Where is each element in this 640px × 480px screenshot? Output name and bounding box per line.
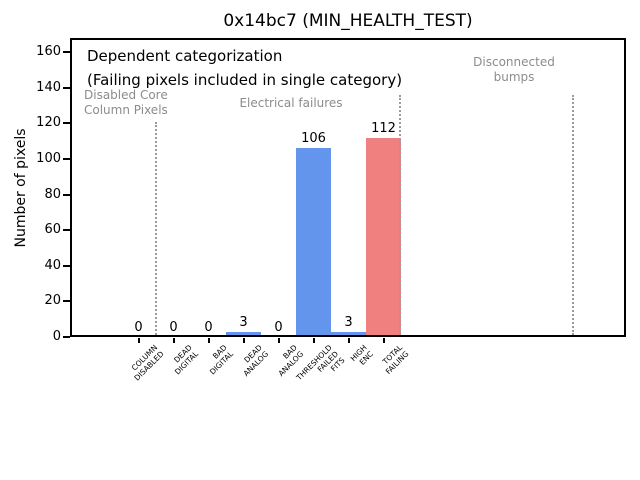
x-tick-label-dead-analog: DEAD ANALOG <box>241 343 271 379</box>
x-tick-mark <box>382 338 385 343</box>
x-tick-label-total-failing: TOTAL FAILING <box>380 343 411 377</box>
x-tick-mark <box>347 338 350 343</box>
y-tick-label: 80 <box>44 186 61 202</box>
bar-value-label: 0 <box>134 320 143 335</box>
separator-line <box>399 95 401 335</box>
y-tick-label: 0 <box>52 329 61 344</box>
y-tick-mark <box>63 264 70 267</box>
x-tick-label-threshold-failed-fits: THRESHOLD FAILED FITS <box>294 343 347 383</box>
bar-value-label: 112 <box>371 120 396 136</box>
y-tick-label: 120 <box>36 115 61 131</box>
x-tick-mark <box>172 338 175 343</box>
y-tick-mark <box>63 193 70 196</box>
y-tick-label: 60 <box>44 222 61 238</box>
y-tick-label: 40 <box>44 257 61 273</box>
bar-value-label: 3 <box>239 314 248 330</box>
y-tick-mark <box>63 229 70 232</box>
y-tick-mark <box>63 300 70 303</box>
annotation-disconnected-bumps: Disconnected bumps <box>473 55 555 84</box>
y-tick-label: 140 <box>36 79 61 95</box>
bar-high-enc <box>331 331 366 337</box>
x-tick-mark <box>312 338 315 343</box>
annotation-electrical-failures: Electrical failures <box>239 96 343 110</box>
x-tick-mark <box>277 338 280 343</box>
y-tick-label: 100 <box>36 151 61 167</box>
y-axis-label: Number of pixels <box>13 128 29 248</box>
y-tick-mark <box>63 336 70 338</box>
y-tick-mark <box>63 122 70 125</box>
x-tick-label-dead-digital: DEAD DIGITAL <box>172 343 201 377</box>
y-tick-mark <box>63 158 70 161</box>
bar-threshold-failed-fits <box>296 148 331 337</box>
bar-value-label: 0 <box>169 320 178 335</box>
bar-value-label: 0 <box>274 320 283 335</box>
bar-value-label: 0 <box>204 320 213 335</box>
chart-title: 0x14bc7 (MIN_HEALTH_TEST) <box>223 11 473 31</box>
annotation-dependent-categorization: Dependent categorization <box>87 47 283 65</box>
bar-total-failing <box>366 137 401 337</box>
y-tick-mark <box>63 51 70 54</box>
y-tick-label: 20 <box>44 293 61 309</box>
x-tick-mark <box>242 338 245 343</box>
y-tick-mark <box>63 86 70 89</box>
separator-line <box>155 122 157 335</box>
separator-line <box>572 95 574 335</box>
y-tick-label: 160 <box>36 44 61 60</box>
x-tick-label-column-disabled: COLUMN DISABLED <box>129 343 166 383</box>
bar-dead-analog <box>226 331 261 337</box>
x-tick-label-bad-digital: BAD DIGITAL <box>208 343 236 377</box>
annotation-failing-pixels-note: (Failing pixels included in single categ… <box>87 71 403 89</box>
x-tick-label-high-enc: HIGH ENC <box>348 343 376 367</box>
annotation-disabled-core-column-pixels: Disabled Core Column Pixels <box>84 88 168 117</box>
x-tick-mark <box>137 338 140 343</box>
bar-value-label: 3 <box>344 314 353 330</box>
bar-value-label: 106 <box>301 131 326 147</box>
x-tick-mark <box>207 338 210 343</box>
